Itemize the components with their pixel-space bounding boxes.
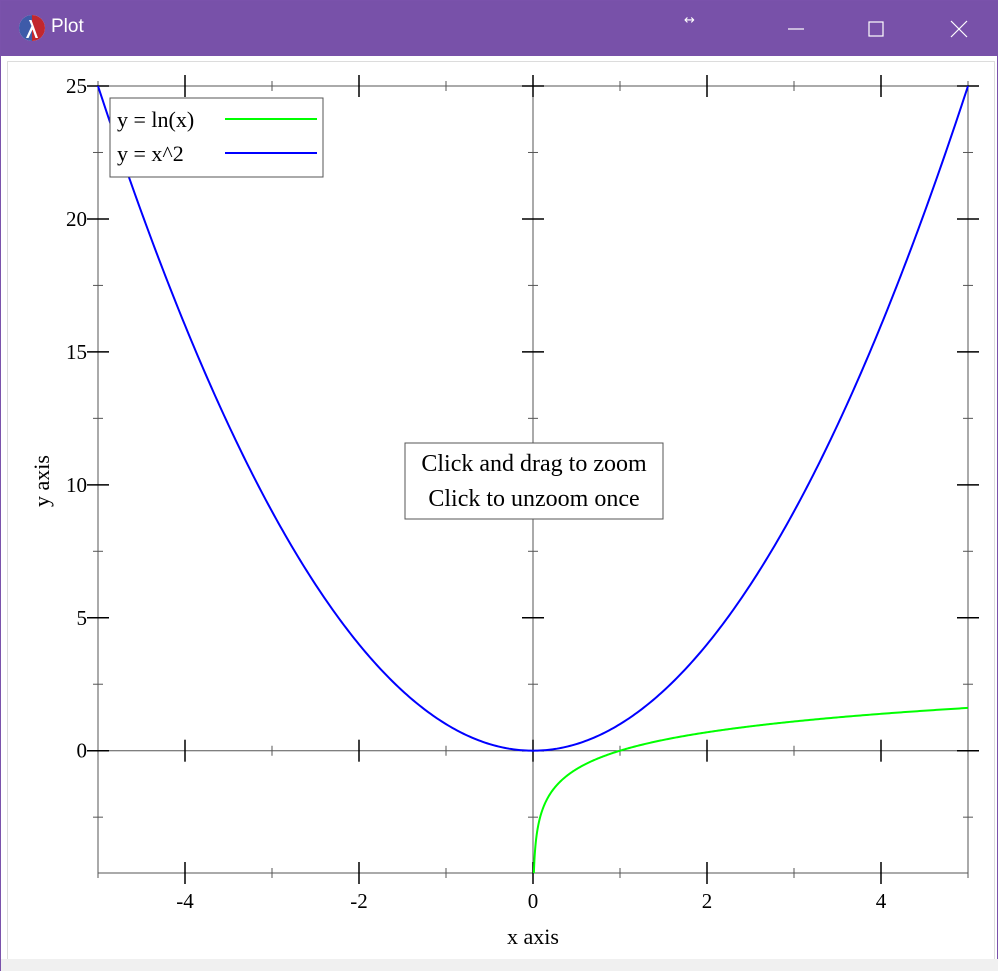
legend-box (109, 97, 324, 178)
y-tick-label: 5 (77, 606, 88, 630)
series-line-square (97, 85, 969, 752)
x-tick-label: 0 (528, 889, 539, 913)
title-bar[interactable]: Plot ↔ (1, 1, 998, 56)
tick-labels: -4 -2 0 2 4 0 5 10 15 20 25 (66, 74, 887, 913)
x-axis-label: x axis (507, 924, 559, 949)
y-tick-label: 20 (66, 207, 87, 231)
x-tick-label: -4 (176, 889, 194, 913)
y-tick-label: 15 (66, 340, 87, 364)
x-tick-label: 2 (702, 889, 713, 913)
y-tick-label: 10 (66, 473, 87, 497)
legend: y = ln(x) y = x^2 (109, 97, 324, 178)
close-icon (950, 20, 968, 37)
maximize-button[interactable] (836, 1, 916, 56)
window-title: Plot (51, 16, 84, 37)
zoom-hint: Click and drag to zoom Click to unzoom o… (404, 442, 664, 520)
y-axis-label: y axis (29, 455, 54, 507)
close-button[interactable] (919, 1, 998, 56)
zoom-hint-line2: Click to unzoom once (428, 486, 639, 512)
resize-indicator: ↔ (684, 13, 695, 28)
minimize-button[interactable] (756, 1, 836, 56)
minimize-icon (788, 27, 804, 30)
series-group (97, 85, 969, 874)
y-tick-label: 0 (77, 739, 88, 763)
racket-lambda-icon (19, 15, 45, 41)
zoom-hint-box (404, 442, 664, 520)
y-tick-label: 25 (66, 74, 87, 98)
legend-label-ln: y = ln(x) (117, 107, 194, 132)
legend-label-square: y = x^2 (117, 141, 184, 166)
x-tick-label: -2 (350, 889, 368, 913)
series-line-ln (532, 706, 969, 874)
window-bottom-edge (1, 959, 998, 971)
maximize-icon (868, 20, 884, 37)
x-tick-label: 4 (876, 889, 887, 913)
zoom-hint-line1: Click and drag to zoom (421, 451, 647, 477)
